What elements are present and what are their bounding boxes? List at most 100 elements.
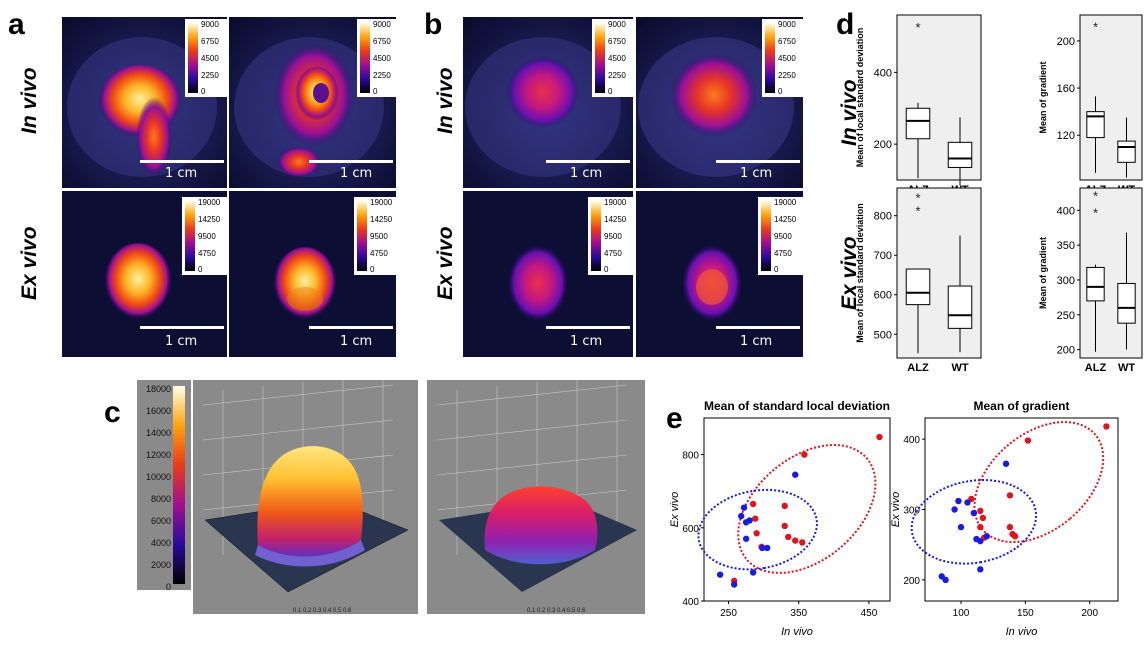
colorbar-tick: 6750: [201, 37, 219, 46]
y-tick-label: 700: [874, 250, 892, 262]
colorbar-tick: 9000: [778, 20, 796, 29]
scatter-title: Mean of standard local deviation: [704, 399, 890, 413]
colorbar-tick: 9500: [370, 232, 388, 241]
colorbar-3d-tick: 12000: [145, 450, 171, 460]
colorbar-tick: 4750: [604, 249, 622, 258]
box-iqr: [1086, 111, 1105, 139]
scale-bar-a3: [140, 326, 224, 329]
scatter-point-alz: [1011, 533, 1019, 540]
scatter-point-alz: [785, 533, 792, 541]
tile-b-invivo-wt: [636, 17, 803, 188]
scale-label-b3: 1 cm: [570, 334, 603, 349]
y-tick-label: 400: [874, 67, 892, 79]
colorbar-tick: 2250: [778, 71, 796, 80]
scatter-point-wt: [983, 533, 990, 540]
scale-bar-b1: [546, 160, 630, 163]
scatter-point-wt: [738, 512, 745, 520]
scatter-point-wt: [977, 566, 984, 573]
colorbar-tick: 0: [778, 87, 783, 96]
colorbar-tick: 2250: [373, 71, 391, 80]
scale-label-b2: 1 cm: [740, 166, 773, 181]
colorbar-a3: 19000 14250 9500 4750 0: [182, 197, 228, 275]
y-axis-label: Mean of local standard deviation: [855, 203, 865, 343]
scatter-point-wt: [763, 544, 771, 552]
cluster-ellipse-wt: [910, 479, 1038, 565]
scatter-point-wt: [977, 537, 984, 545]
x-tick-label: WT: [1118, 362, 1135, 374]
y-tick-label: 350: [1057, 240, 1075, 252]
y-axis-label: Mean of local standard deviation: [855, 28, 865, 168]
svg-text:0.1 0.2 0.3 0.4 0.5 0.6: 0.1 0.2 0.3 0.4 0.5 0.6: [293, 608, 352, 614]
colorbar-tick: 14250: [198, 215, 221, 224]
colorbar-tick: 9500: [604, 232, 622, 241]
colorbar-3d-tick: 14000: [145, 428, 171, 438]
colorbar-tick: 2250: [201, 71, 219, 80]
panel-label-e: e: [666, 402, 683, 435]
x-tick-label: 200: [1081, 608, 1098, 619]
y-tick-label: 300: [903, 506, 920, 517]
scale-label-a1: 1 cm: [165, 166, 198, 181]
colorbar-tick: 9500: [774, 232, 792, 241]
box-iqr: [947, 141, 973, 168]
colorbar-b1: 9000 6750 4500 2250 0: [592, 19, 634, 97]
scatter-frame: [703, 417, 891, 602]
scatter-title: Mean of gradient: [973, 399, 1069, 413]
colorbar-tick: 19000: [774, 198, 797, 207]
colorbar-3d-tick: 2000: [150, 560, 171, 570]
colorbar-tick: 2250: [608, 71, 626, 80]
y-tick-label: 200: [874, 139, 892, 151]
y-tick-label: 160: [1057, 83, 1075, 95]
scale-bar-a4: [309, 326, 393, 329]
scatter-point-alz: [781, 522, 788, 530]
colorbar-tick: 6750: [373, 37, 391, 46]
colorbar-tick: 4750: [774, 249, 792, 258]
cluster-ellipse-alz: [737, 444, 877, 574]
colorbar-tick: 9000: [373, 20, 391, 29]
colorbar-tick: 9000: [201, 20, 219, 29]
box-iqr: [947, 285, 973, 329]
scale-bar-a2: [309, 160, 393, 163]
scatter-point-alz: [1006, 492, 1014, 499]
scatter-point-alz: [749, 500, 757, 508]
panel-c-colorbar: [137, 380, 191, 590]
x-axis-label: In vivo: [1006, 626, 1038, 638]
colorbar-tick: 6750: [608, 37, 626, 46]
scale-label-b1: 1 cm: [570, 166, 603, 181]
scale-label-a3: 1 cm: [165, 334, 198, 349]
colorbar-tick: 4500: [778, 54, 796, 63]
colorbar-tick: 4500: [608, 54, 626, 63]
box-outlier: *: [915, 191, 920, 206]
y-axis-label: Mean of gradient: [1038, 237, 1048, 309]
scatter-point-wt: [742, 535, 750, 542]
colorbar-3d-tick: 8000: [150, 494, 171, 504]
scale-bar-b2: [716, 160, 800, 163]
scatter-point-wt: [740, 504, 748, 511]
colorbar-tick: 4750: [198, 249, 216, 258]
scale-label-b4: 1 cm: [740, 334, 773, 349]
colorbar-b4: 19000 14250 9500 4750 0: [758, 197, 804, 275]
scale-label-a4: 1 cm: [340, 334, 373, 349]
scatter-point-alz: [1024, 437, 1032, 444]
colorbar-a1: 9000 6750 4500 2250 0: [185, 19, 227, 97]
colorbar-tick: 19000: [198, 198, 221, 207]
y-tick-label: 200: [1057, 36, 1075, 48]
scatter-point-alz: [799, 539, 806, 546]
x-tick-label: 150: [1017, 608, 1034, 619]
scatter-point-alz: [801, 451, 808, 458]
y-tick-label: 800: [682, 451, 699, 462]
x-tick-label: 100: [953, 608, 970, 619]
box-outlier: *: [915, 20, 920, 35]
panel-c-3d-wt: 0.1 0.2 0.3 0.4 0.5 0.6: [427, 380, 645, 614]
x-tick-label: ALZ: [1085, 362, 1107, 374]
scatter-point-wt: [942, 576, 949, 584]
colorbar-tick: 6750: [778, 37, 796, 46]
colorbar-tick: 4500: [201, 54, 219, 63]
colorbar-tick: 14250: [370, 215, 393, 224]
scatter-point-alz: [979, 514, 987, 522]
panel-c-colorbar-ticks: 18000 16000 14000 12000 10000 8000 6000 4000 200…: [137, 380, 173, 592]
colorbar-tick: 4500: [373, 54, 391, 63]
panel-label-b: b: [424, 8, 443, 41]
scatter-point-alz: [977, 523, 984, 531]
